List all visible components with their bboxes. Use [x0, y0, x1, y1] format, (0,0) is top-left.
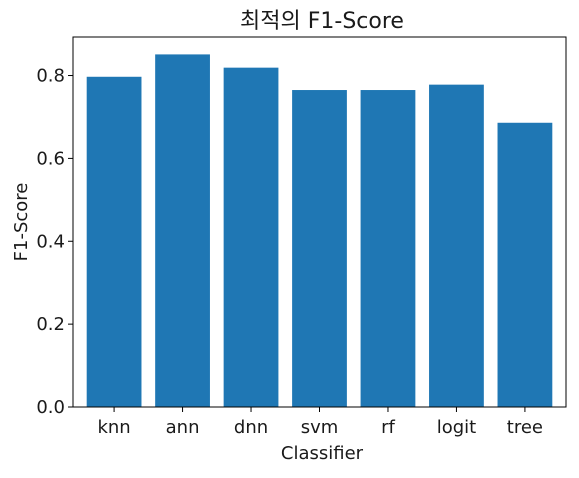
- y-axis-ticks: 0.0 0.2 0.4 0.6 0.8: [36, 66, 73, 418]
- bars-group: [86, 54, 553, 408]
- y-tick-label: 0.0: [36, 397, 65, 418]
- plot-frame: [72, 36, 567, 408]
- bar-ann: [155, 54, 210, 408]
- y-tick-label: 0.8: [36, 66, 65, 87]
- bar-tree: [497, 122, 553, 407]
- x-axis-label: Classifier: [281, 443, 364, 464]
- bar-svm: [292, 90, 347, 407]
- y-tick-label: 0.2: [36, 314, 65, 335]
- x-tick-label: svm: [301, 417, 339, 438]
- x-tick-label: tree: [507, 417, 543, 438]
- x-tick-label: dnn: [234, 417, 268, 438]
- bar-knn: [86, 76, 142, 408]
- x-tick-label: knn: [97, 417, 130, 438]
- x-tick-label: rf: [381, 417, 395, 438]
- x-tick-label: ann: [166, 417, 200, 438]
- x-axis-ticks: knn ann dnn svm rf logit tree: [97, 407, 543, 438]
- bar-rf: [360, 90, 416, 407]
- x-tick-label: logit: [437, 417, 477, 438]
- y-axis-label: F1-Score: [11, 183, 32, 262]
- bar-dnn: [223, 67, 279, 407]
- y-tick-label: 0.6: [36, 148, 65, 169]
- chart-title: 최적의 F1-Score: [240, 9, 404, 34]
- bar-logit: [429, 84, 484, 407]
- y-tick-label: 0.4: [36, 231, 65, 252]
